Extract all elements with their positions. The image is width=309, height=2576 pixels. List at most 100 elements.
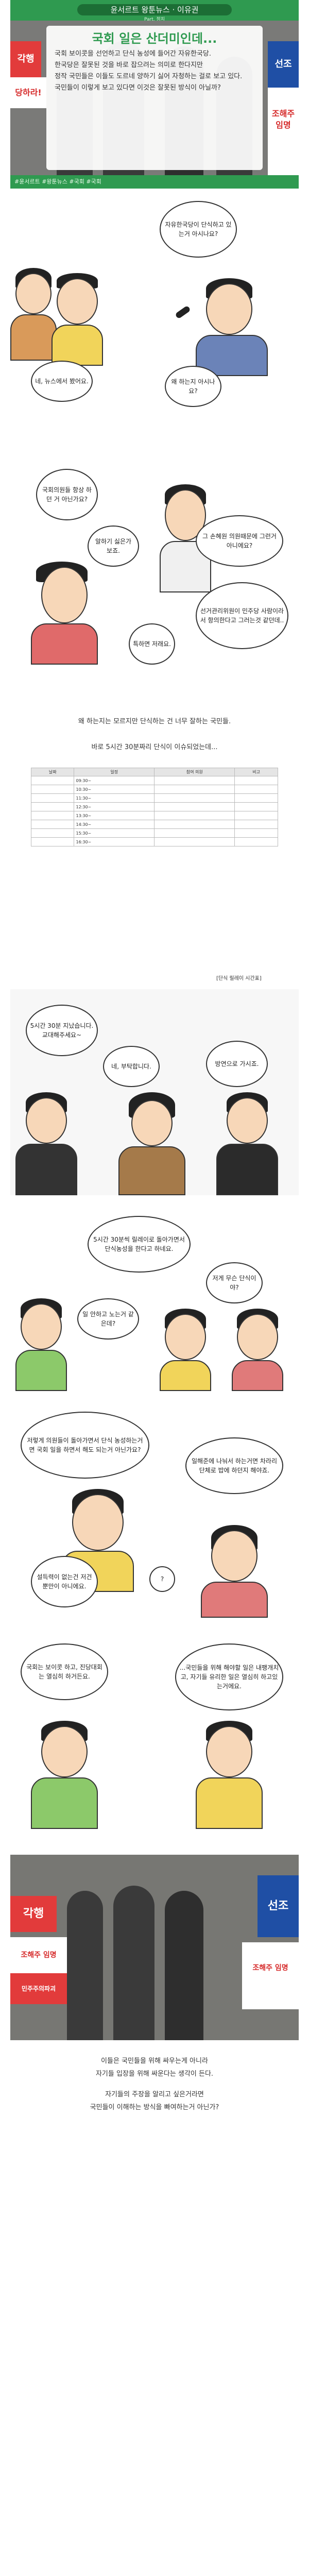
bubble-s5-1: 저렇게 의원들이 돌아가면서 단식 농성하는거면 국회 일을 하면서 해도 되는… — [21, 1412, 149, 1479]
bubble-reporter-q2-text: 왜 하는지 아시나요? — [171, 378, 215, 395]
series-title: 윤서르트 왕툰뉴스 · 이유권 — [77, 4, 232, 15]
bubble-s2-3-text: 그 손혜원 의원때문에 그런거 아니에요? — [202, 533, 277, 549]
webtoon-page: 윤서르트 왕툰뉴스 · 이유권 Part. 정치 각행 당하라! 조해주 임명 … — [10, 0, 299, 2576]
hunger-strike-schedule: 날짜 일정 참여 의원 비고 09:30~ 10:30~ 11:30~ 12:3… — [30, 768, 278, 846]
bubble-answer-1-text: 네, 뉴스에서 봤어요. — [35, 378, 89, 385]
sched-col-note: 비고 — [234, 768, 278, 776]
bubble-reporter-q2: 왜 하는지 아시나요? — [165, 366, 221, 407]
bubble-s5-3-text: 설득력이 없는건 저건 뿐만이 아니에요. — [37, 1573, 92, 1590]
schedule-note: [단식 릴레이 시간표] — [216, 976, 262, 981]
bubble-s2-4: 선거관리위원이 민주당 사람이라서 항의한다고 그러는것 같던데.. — [196, 582, 288, 649]
bubble-reporter-q1: 자유한국당이 단식하고 있는거 아시나요? — [160, 201, 237, 258]
sign-left-mid: 당하라! — [10, 77, 46, 108]
scene-interview: 자유한국당이 단식하고 있는거 아시나요? 네, 뉴스에서 봤어요. 왜 하는지… — [10, 196, 299, 443]
intro-overlay: 국회 일은 산더미인데... 국회 보이콧을 선언하고 단식 농성에 들어간 자… — [46, 26, 263, 170]
bubble-s5-1-text: 저렇게 의원들이 돌아가면서 단식 농성하는거면 국회 일을 하면서 해도 되는… — [27, 1437, 143, 1453]
woman-body — [10, 314, 57, 361]
scene-answers: 국회의원들 항상 하던 거 아닌가요? 알하기 싫은가 보죠. 그 손혜원 의원… — [10, 448, 299, 706]
sched-row: 10:30~ — [30, 785, 278, 794]
citizen-f-head — [41, 1726, 88, 1777]
caption-1: 왜 하는지는 모르지만 단식하는 건 너무 잘하는 국민들. — [78, 718, 231, 725]
ending-line-3: 자기들의 주장을 알리고 싶은거라면 — [105, 2091, 204, 2098]
sign-right: 조해주 임명 — [268, 88, 299, 175]
bubble-s2-3: 그 손혜원 의원때문에 그런거 아니에요? — [196, 515, 283, 567]
bubble-s2-1-text: 국회의원들 항상 하던 거 아닌가요? — [42, 486, 92, 503]
bubble-answer-1: 네, 뉴스에서 봤어요. — [31, 361, 93, 402]
bubble-s5-4: ? — [149, 1566, 175, 1592]
politician-b-body — [118, 1146, 185, 1195]
bubble-s6-2: ...국민들을 위해 해야할 일은 내팽개치고, 자기들 유리한 일은 열심히 … — [175, 1643, 283, 1710]
bubble-s2-5: 특하면 저래요. — [129, 623, 175, 665]
bubble-s2-2-text: 알하기 싫은가 보죠. — [95, 538, 132, 554]
citizen-b-body — [160, 1360, 211, 1391]
man-head — [57, 278, 98, 325]
sched-col-members: 참여 의원 — [154, 768, 235, 776]
politician-b-head — [131, 1100, 173, 1146]
closing-photo: 각행 조해주 임명 민주주의파괴 선조 조해주 임명 — [10, 1855, 299, 2040]
bubble-s3-1: 5시간 30분 지났습니다. 교대해주세요~ — [26, 1005, 98, 1056]
sched-row: 11:30~ — [30, 793, 278, 803]
series-sub: Part. 정치 — [144, 17, 165, 22]
sign-left-top: 각행 — [10, 41, 41, 77]
ending-line-4: 국민들이 이해하는 방식을 빠여하는거 아닌가? — [90, 2104, 219, 2111]
intro-photo: 각행 당하라! 조해주 임명 선조 국회 일은 산더미인데... 국회 보이콧을… — [10, 21, 299, 175]
citizen-e-head — [211, 1530, 258, 1582]
bubble-s2-1: 국회의원들 항상 하던 거 아닌가요? — [36, 469, 98, 520]
bubble-s5-3: 설득력이 없는건 저건 뿐만이 아니에요. — [31, 1556, 98, 1607]
bubble-s3-3-text: 방연으로 가시죠. — [215, 1060, 259, 1067]
closing-sign-right: 조해주 임명 — [242, 1942, 299, 2009]
intro-line-1: 국회 보이콧을 선언하고 단식 농성에 들어간 자유한국당. — [55, 50, 212, 58]
sched-col-date: 날짜 — [30, 768, 75, 776]
bubble-s5-2: 일해준에 나눠서 하는거면 차라리 단체로 밥에 하던지 해야죠. — [185, 1437, 283, 1494]
politician-c-head — [227, 1097, 268, 1144]
citizen-g-head — [206, 1726, 252, 1777]
citizen-b-head — [165, 1314, 206, 1360]
citizen-a-body — [15, 1350, 67, 1391]
scene-conclusion-dialog: 국회는 보이콧 하고, 진당대회는 열심히 하거든요. ...국민들을 위해 해… — [10, 1628, 299, 1844]
woman-head — [15, 273, 52, 314]
sign-right-top: 선조 — [268, 41, 299, 88]
microphone-icon — [175, 305, 191, 319]
caption-2: 바로 5시간 30분짜리 단식이 이슈되었는데... — [91, 743, 218, 751]
bubble-s3-2: 네, 부탁합니다. — [103, 1046, 160, 1087]
sched-col-time: 일정 — [74, 768, 155, 776]
scene-handover: 5시간 30분 지났습니다. 교대해주세요~ 네, 부탁합니다. 방연으로 가시… — [10, 989, 299, 1195]
politician-a-head — [26, 1097, 67, 1144]
citizen-e-body — [201, 1582, 268, 1618]
bubble-s2-4-text: 선거관리위원이 민주당 사람이라서 항의한다고 그러는것 같던데.. — [200, 607, 284, 624]
bubble-s2-5-text: 특하면 저래요. — [133, 640, 171, 648]
ending-line-2: 자기들 입장을 위해 싸운다는 생각이 든다. — [95, 2070, 214, 2078]
bubble-s4-2: 저게 무슨 단식이야? — [206, 1262, 263, 1303]
bubble-s3-3: 방연으로 가시죠. — [206, 1041, 268, 1087]
bubble-s6-1: 국회는 보이콧 하고, 진당대회는 열심히 하거든요. — [21, 1643, 108, 1700]
citizen-d-head — [72, 1494, 124, 1551]
man2-head — [165, 489, 206, 541]
bubble-s4-3-text: 일 안하고 노는거 같은데? — [82, 1311, 134, 1327]
sched-row: 09:30~ — [30, 776, 278, 785]
bubble-s3-2-text: 네, 부탁합니다. — [111, 1063, 151, 1070]
series-header: 윤서르트 왕툰뉴스 · 이유권 Part. 정치 — [10, 0, 299, 22]
man-body — [52, 325, 103, 366]
sched-row: 16:30~ — [30, 837, 278, 846]
scene-reaction: 5시간 30분씩 릴레이로 돌아가면서 단식농성을 한다고 하네요. 저게 무슨… — [10, 1206, 299, 1391]
citizen-a-head — [21, 1303, 62, 1350]
intro-line-3: 정작 국민들은 이들도 도르네 양하기 싫어 자청하는 걸로 보고 있다. — [55, 73, 243, 80]
citizen-f-body — [31, 1777, 98, 1829]
intro-line-2: 한국당은 잘못된 것을 바로 잡으려는 의미로 한다지만 — [55, 61, 203, 69]
top-tags-text: #윤서르트 #왕툰뉴스 #국회 #국회 — [14, 178, 101, 185]
scene-discussion: 저렇게 의원들이 돌아가면서 단식 농성하는거면 국회 일을 하면서 해도 되는… — [10, 1401, 299, 1618]
bubble-s2-2: 알하기 싫은가 보죠. — [88, 526, 139, 567]
ending-line-1: 이들은 국민들을 위해 싸우는게 아니라 — [101, 2057, 208, 2065]
sched-row: 13:30~ — [30, 811, 278, 820]
closing-sign-right-top: 선조 — [258, 1875, 299, 1937]
woman2-head — [41, 567, 88, 623]
sched-row: 14:30~ — [30, 820, 278, 829]
bubble-s5-4-text: ? — [160, 1575, 164, 1583]
bubble-s6-2-text: ...국민들을 위해 해야할 일은 내팽개치고, 자기들 유리한 일은 열심히 … — [179, 1664, 279, 1690]
bubble-s3-1-text: 5시간 30분 지났습니다. 교대해주세요~ — [30, 1022, 94, 1039]
politician-c-body — [216, 1144, 278, 1195]
bubble-s4-2-text: 저게 무슨 단식이야? — [212, 1275, 256, 1291]
citizen-g-body — [196, 1777, 263, 1829]
closing-sign-appointment: 조해주 임명 — [10, 1937, 67, 1973]
sched-row: 12:30~ — [30, 802, 278, 811]
